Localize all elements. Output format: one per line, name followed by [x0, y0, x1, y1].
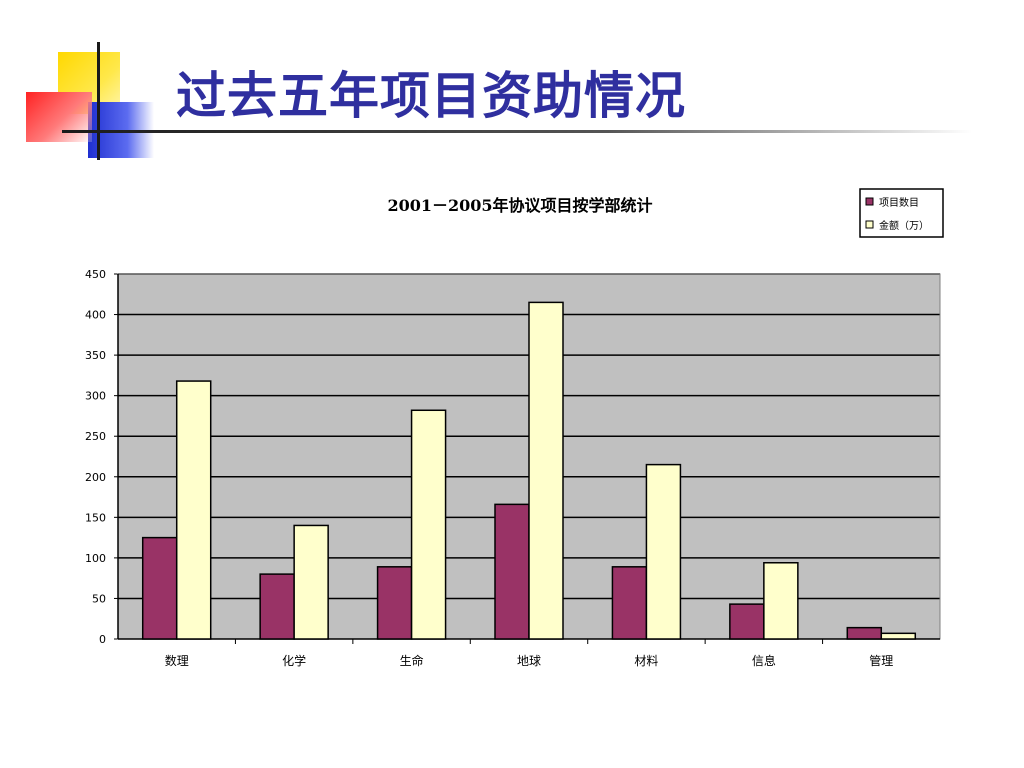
- y-tick-label: 250: [85, 430, 106, 443]
- page-title: 过去五年项目资助情况: [176, 66, 686, 125]
- bar-count-6: [729, 603, 765, 640]
- legend-swatch-2: [865, 220, 874, 229]
- legend-box: [859, 188, 944, 238]
- x-category-label: 数理: [165, 653, 189, 668]
- x-category-label: 地球: [517, 654, 541, 668]
- bar-amount-3: [410, 409, 447, 640]
- bar-count-5: [611, 566, 648, 640]
- x-category-label: 生命: [400, 653, 424, 668]
- bar-amount-4: [528, 301, 564, 640]
- logo-vertical-line: [97, 42, 100, 160]
- bar-count-7: [846, 626, 883, 640]
- y-tick-label: 50: [92, 592, 106, 605]
- legend-label-2: 金额（万）: [879, 219, 929, 232]
- logo-red-square: [26, 92, 92, 142]
- y-tick-label: 200: [85, 471, 106, 484]
- plot-area: 0 50 100 150 200 250 300 350 400 450 数理 化学 生命 地球 材料 信息 管…: [85, 268, 941, 668]
- bar-amount-5: [645, 463, 682, 640]
- y-tick-label: 450: [85, 268, 106, 281]
- y-tick-label: 100: [85, 552, 106, 565]
- title-underline: [62, 130, 972, 133]
- legend-swatch-1: [865, 197, 874, 206]
- bar-count-3: [376, 566, 413, 640]
- bar-amount-7: [880, 632, 917, 640]
- chart-title: 2001－2005年协议项目按学部统计: [387, 196, 652, 215]
- x-category-label: 管理: [869, 653, 893, 668]
- y-tick-label: 0: [99, 633, 106, 646]
- x-category-label: 信息: [752, 653, 776, 668]
- bar-amount-1: [175, 380, 212, 640]
- bar-amount-6: [763, 562, 799, 640]
- x-category-label: 化学: [282, 653, 306, 668]
- y-tick-label: 300: [85, 390, 106, 403]
- bar-count-4: [494, 503, 530, 640]
- bar-count-1: [141, 536, 178, 640]
- bar-amount-2: [293, 524, 329, 640]
- y-tick-label: 350: [85, 349, 106, 362]
- x-category-label: 材料: [634, 654, 658, 668]
- y-tick-label: 150: [85, 511, 106, 524]
- legend-label-1: 项目数目: [879, 196, 919, 209]
- bar-count-2: [259, 573, 295, 640]
- y-tick-label: 400: [85, 309, 106, 322]
